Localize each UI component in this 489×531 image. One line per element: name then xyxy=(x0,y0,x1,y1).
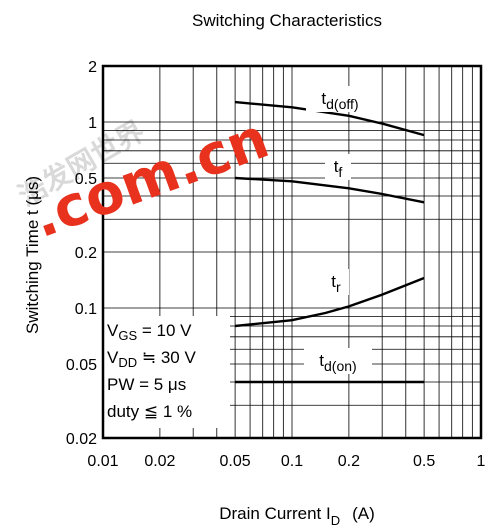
condition-line: PW = 5 μs xyxy=(107,375,186,394)
y-tick-label: 1 xyxy=(88,115,97,132)
x-axis-title-main: Drain Current I xyxy=(219,504,330,523)
x-tick-label: 0.01 xyxy=(87,453,118,470)
y-tick-label: 0.5 xyxy=(75,171,97,188)
conditions-box xyxy=(104,316,230,428)
conditions: VGS = 10 V VDD ≒ 30 V PW = 5 μs duty ≦ 1 % xyxy=(107,321,196,421)
plot-frame xyxy=(101,64,483,440)
x-tick-label: 1 xyxy=(477,453,486,470)
series-label-bg xyxy=(306,86,374,112)
y-tick-label: 0.02 xyxy=(66,431,97,448)
series-lines xyxy=(234,100,425,384)
chart-title: Switching Characteristics xyxy=(192,11,382,30)
series-label-tr: tr xyxy=(331,272,341,295)
series-label-bg xyxy=(304,348,372,374)
series-label-td(on): td(on) xyxy=(319,351,356,374)
condition-line: VDD ≒ 30 V xyxy=(107,348,196,370)
series-label-tf: tf xyxy=(334,157,343,180)
series-label-bg xyxy=(325,154,351,180)
x-tick-label: 0.02 xyxy=(144,453,175,470)
series-line-tr xyxy=(234,276,425,328)
y-tick-label: 0.1 xyxy=(75,301,97,318)
x-tick-label: 0.2 xyxy=(338,453,360,470)
condition-line: duty ≦ 1 % xyxy=(107,402,192,421)
x-axis-title-unit: (A) xyxy=(352,504,375,523)
x-tick-label: 0.05 xyxy=(220,453,251,470)
series-label-bg xyxy=(323,269,349,295)
y-axis-title: Switching Time t (μs) xyxy=(23,176,42,334)
x-axis-title: Drain Current ID (A) xyxy=(219,504,375,528)
y-tick-label: 2 xyxy=(88,59,97,76)
series-label-td(off): td(off) xyxy=(321,89,358,112)
y-tick-label: 0.05 xyxy=(66,357,97,374)
x-tick-label: 0.5 xyxy=(413,453,435,470)
x-tick-label: 0.1 xyxy=(281,453,303,470)
ticks: 0.01 0.02 0.05 0.1 0.2 0.5 1 0.02 0.05 0.1 0.2 0.5 1… xyxy=(66,59,486,470)
y-tick-label: 0.2 xyxy=(75,245,97,262)
series-line-td(off) xyxy=(234,100,425,137)
grid xyxy=(103,66,481,438)
series-line-tf xyxy=(235,176,425,204)
series-labels: td(off) tf tr td(on) xyxy=(304,86,374,374)
condition-line: VGS = 10 V xyxy=(107,321,192,343)
x-axis-title-sub: D xyxy=(331,513,340,528)
